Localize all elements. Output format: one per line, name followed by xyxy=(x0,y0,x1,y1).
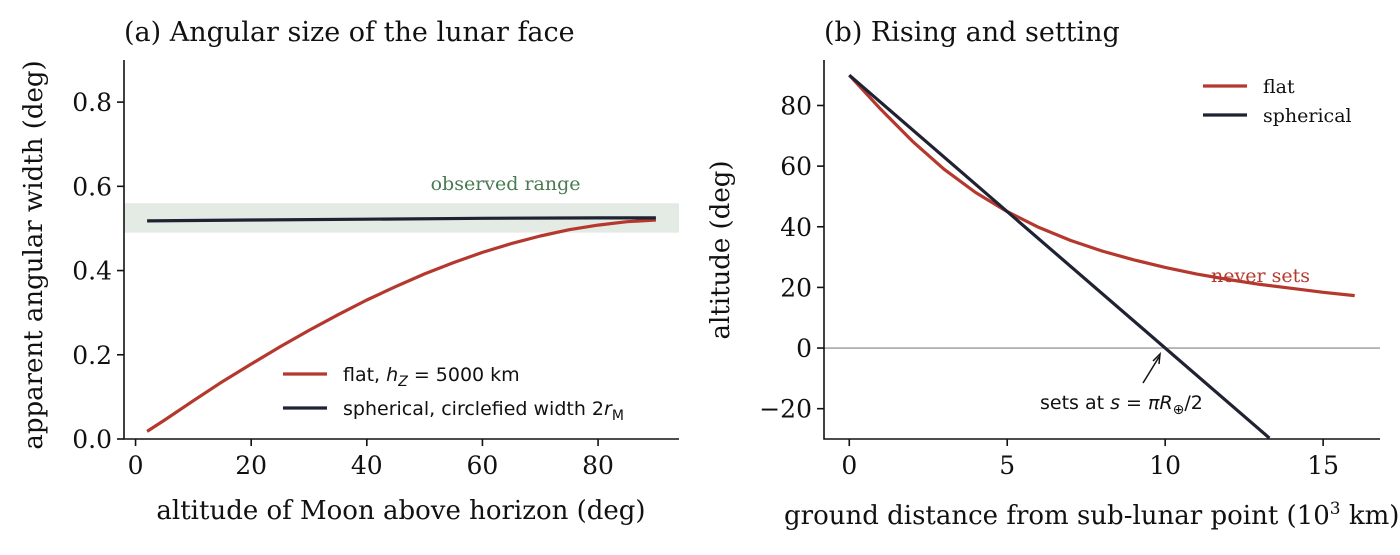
y-tick-label: −20 xyxy=(759,395,812,424)
x-tick-label: 15 xyxy=(1307,451,1339,480)
panel-a-y-label: apparent angular width (deg) xyxy=(19,60,49,449)
panel-b-title: (b) Rising and setting xyxy=(824,17,1120,48)
y-tick-label: 0.0 xyxy=(72,425,112,454)
series-line-spherical xyxy=(147,216,656,223)
x-tick-label: 5 xyxy=(999,451,1015,480)
sets-annotation-arrowhead xyxy=(1152,351,1161,365)
panel-a-legend: flat, hZ = 5000 km spherical, circlefied… xyxy=(283,364,624,424)
sets-annotation-arrow xyxy=(1142,356,1160,384)
x-tick-label: 10 xyxy=(1149,451,1181,480)
legend-label-flat-b: flat xyxy=(1263,76,1295,98)
x-tick-label: 0 xyxy=(128,451,144,480)
y-tick-label: 0.8 xyxy=(72,88,112,117)
panel-b-x-ticks: 0 5 10 15 xyxy=(841,439,1339,480)
x-tick-label: 60 xyxy=(467,451,499,480)
panel-a-x-ticks: 0 20 40 60 80 xyxy=(128,439,614,480)
legend-label-spherical: spherical, circlefied width 2rM xyxy=(343,398,624,424)
legend-label-spherical-b: spherical xyxy=(1263,105,1352,127)
panel-b-series xyxy=(848,73,1355,440)
panel-b-y-label: altitude (deg) xyxy=(706,160,736,339)
series-line-flat xyxy=(146,218,656,433)
series-line-spherical xyxy=(848,73,1271,440)
panel-b: (b) Rising and setting 0 5 10 15 −20 0 20 40 60… xyxy=(706,17,1399,531)
panel-a-series xyxy=(146,216,656,433)
panel-b-x-label: ground distance from sub-lunar point (10… xyxy=(784,499,1399,531)
series-line-flat xyxy=(848,74,1355,298)
x-tick-label: 20 xyxy=(235,451,267,480)
x-tick-label: 40 xyxy=(351,451,383,480)
sets-annotation: sets at s = πR⊕/2 xyxy=(1040,392,1203,418)
panel-b-axes xyxy=(823,60,1380,440)
y-tick-label: 0.2 xyxy=(72,341,112,370)
never-sets-annotation: never sets xyxy=(1211,265,1310,287)
y-tick-label: 0 xyxy=(796,334,812,363)
x-tick-label: 0 xyxy=(841,451,857,480)
y-tick-label: 0.6 xyxy=(72,172,112,201)
panel-a-x-label: altitude of Moon above horizon (deg) xyxy=(156,496,645,526)
y-tick-label: 20 xyxy=(780,273,812,302)
y-tick-label: 40 xyxy=(780,213,812,242)
panel-b-legend: flat spherical xyxy=(1203,76,1352,127)
panel-a-title: (a) Angular size of the lunar face xyxy=(124,17,575,48)
panel-a: (a) Angular size of the lunar face obser… xyxy=(19,17,679,526)
panel-a-y-ticks: 0.0 0.2 0.4 0.6 0.8 xyxy=(72,88,124,454)
y-tick-label: 0.4 xyxy=(72,257,112,286)
panel-b-y-ticks: −20 0 20 40 60 80 xyxy=(759,91,824,424)
legend-label-flat: flat, hZ = 5000 km xyxy=(343,364,520,390)
x-tick-label: 80 xyxy=(582,451,614,480)
y-tick-label: 80 xyxy=(780,91,812,120)
y-tick-label: 60 xyxy=(780,152,812,181)
observed-range-label: observed range xyxy=(431,173,581,195)
